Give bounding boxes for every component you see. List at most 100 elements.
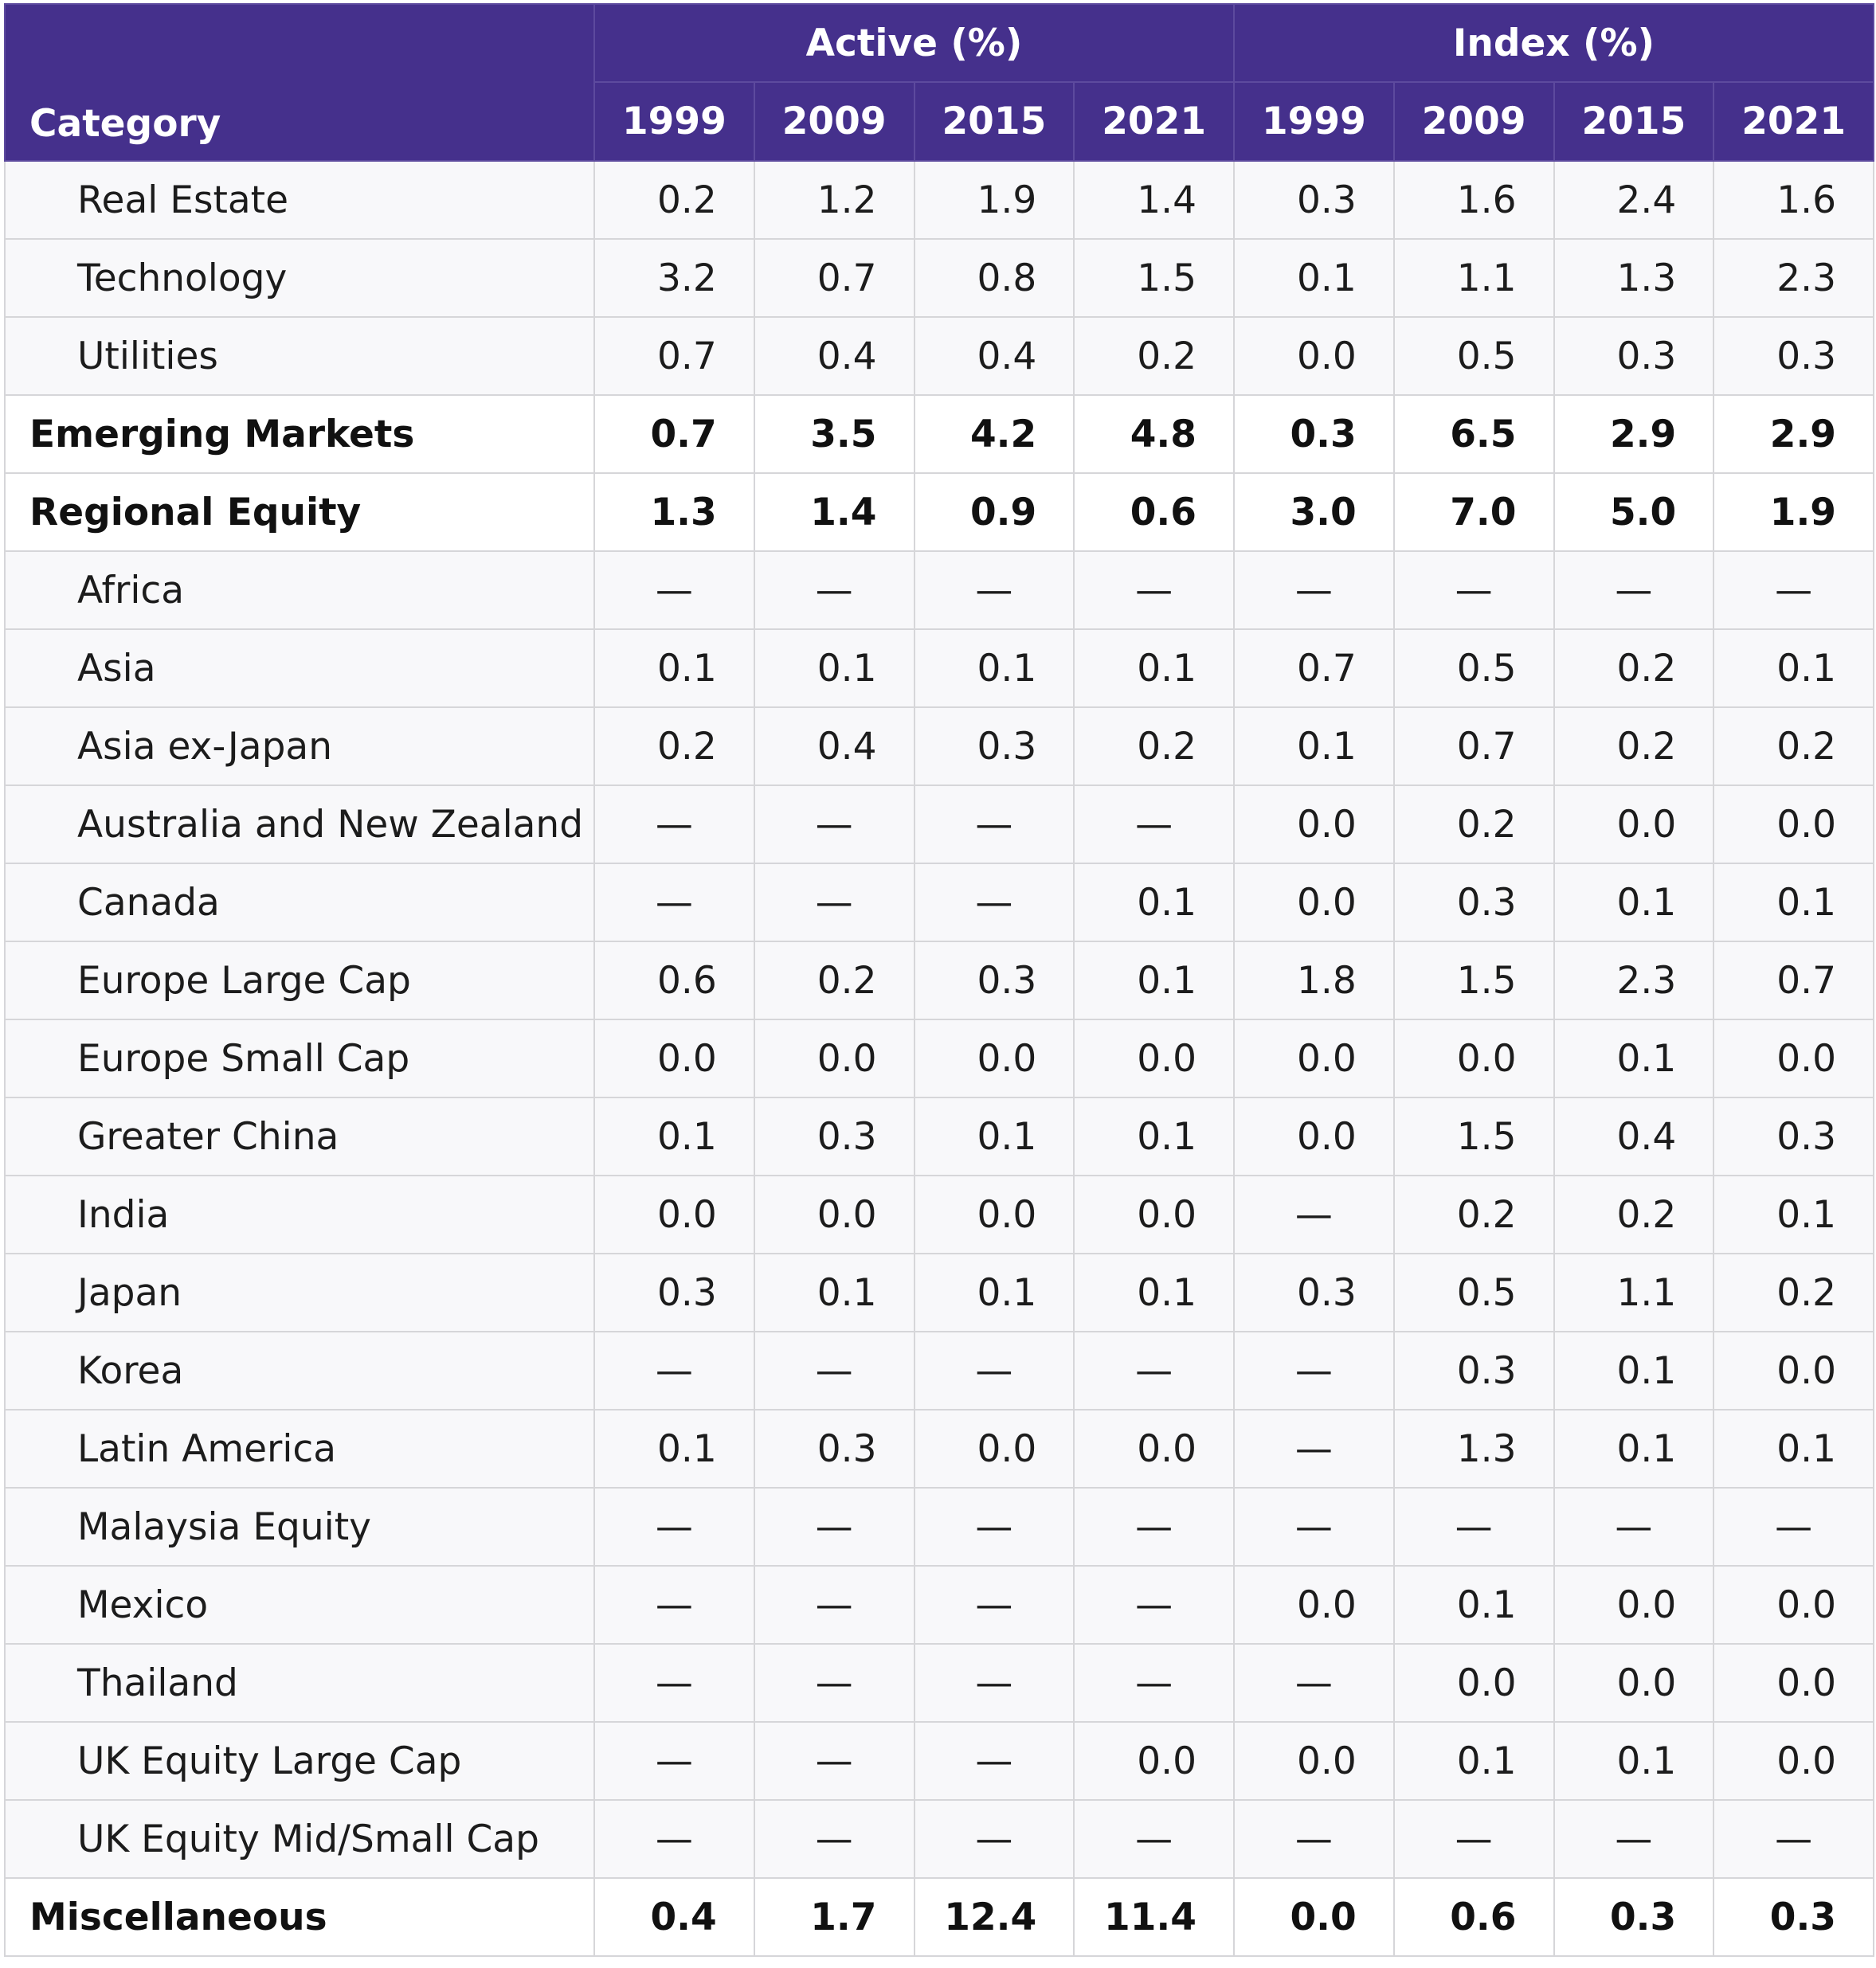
index-value-cell: 0.0 <box>1392 1643 1555 1723</box>
active-value-cell: — <box>593 550 755 630</box>
category-label: Japan <box>4 1253 595 1332</box>
year-header-active-1999: 1999 <box>593 81 755 162</box>
index-value-cell: 0.1 <box>1713 1409 1875 1489</box>
header-group-row: Category Active (%) Index (%) <box>4 3 1875 162</box>
active-value-cell: 0.1 <box>913 1097 1075 1176</box>
category-allocation-table: Category Active (%) Index (%) 1999 2009 … <box>4 3 1875 1957</box>
index-value-cell: 0.1 <box>1553 1331 1715 1410</box>
year-header-active-2009: 2009 <box>753 81 915 162</box>
index-value-cell: 0.1 <box>1392 1565 1555 1645</box>
index-value-cell: 1.6 <box>1713 160 1875 240</box>
active-value-cell: 0.0 <box>593 1019 755 1098</box>
table-row: Australia and New Zealand — — — —0.0 0.2 0.0 0.… <box>4 784 1875 864</box>
index-value-cell: 0.0 <box>1713 1331 1875 1410</box>
category-label: Europe Large Cap <box>4 941 595 1020</box>
table-row: UK Equity Large Cap — — —0.0 0.0 0.1 0.1 0.0 <box>4 1721 1875 1801</box>
index-value-cell: 0.1 <box>1233 238 1395 318</box>
index-value-cell: 0.0 <box>1233 1097 1395 1176</box>
active-value-cell: 0.1 <box>593 628 755 708</box>
active-value-cell: — <box>593 1721 755 1801</box>
active-value-cell: — <box>593 1565 755 1645</box>
active-value-cell: — <box>753 1331 915 1410</box>
table-row: Canada — — —0.1 0.0 0.3 0.1 0.1 <box>4 863 1875 942</box>
active-value-cell: 0.7 <box>753 238 915 318</box>
index-value-cell: — <box>1392 550 1555 630</box>
active-value-cell: 0.0 <box>1073 1019 1235 1098</box>
index-value-cell: 0.2 <box>1392 1175 1555 1254</box>
table-row: Miscellaneous 0.4 1.7 12.4 11.4 0.0 0.6 0.3 0.3 <box>4 1877 1875 1957</box>
active-value-cell: 0.4 <box>753 706 915 786</box>
active-value-cell: 0.4 <box>593 1877 755 1957</box>
index-value-cell: 0.3 <box>1713 1097 1875 1176</box>
index-value-cell: 0.0 <box>1233 1019 1395 1098</box>
index-value-cell: 0.1 <box>1553 863 1715 942</box>
index-value-cell: 0.0 <box>1233 784 1395 864</box>
table-row: Real Estate 0.2 1.2 1.9 1.4 0.3 1.6 2.4 1.6 <box>4 160 1875 240</box>
index-value-cell: 0.3 <box>1553 316 1715 396</box>
active-value-cell: — <box>913 1487 1075 1567</box>
index-value-cell: 0.0 <box>1553 784 1715 864</box>
active-value-cell: — <box>593 1643 755 1723</box>
category-label: Greater China <box>4 1097 595 1176</box>
active-value-cell: — <box>753 1643 915 1723</box>
table-row: Asia 0.1 0.1 0.1 0.1 0.7 0.5 0.2 0.1 <box>4 628 1875 708</box>
active-value-cell: 0.1 <box>753 1253 915 1332</box>
index-value-cell: 0.1 <box>1713 1175 1875 1254</box>
active-value-cell: 0.1 <box>1073 628 1235 708</box>
index-value-cell: 0.2 <box>1392 784 1555 864</box>
active-value-cell: 3.5 <box>753 394 915 474</box>
active-value-cell: — <box>753 1487 915 1567</box>
index-value-cell: — <box>1233 550 1395 630</box>
index-value-cell: 0.0 <box>1553 1565 1715 1645</box>
index-value-cell: 1.3 <box>1553 238 1715 318</box>
active-value-cell: 1.5 <box>1073 238 1235 318</box>
active-value-cell: 1.4 <box>753 472 915 552</box>
active-value-cell: 1.4 <box>1073 160 1235 240</box>
year-header-index-2021: 2021 <box>1713 81 1875 162</box>
index-value-cell: 2.3 <box>1713 238 1875 318</box>
index-value-cell: 1.1 <box>1553 1253 1715 1332</box>
table-row: Mexico — — — —0.0 0.1 0.0 0.0 <box>4 1565 1875 1645</box>
index-value-cell: — <box>1233 1331 1395 1410</box>
active-value-cell: — <box>1073 784 1235 864</box>
index-value-cell: 0.0 <box>1713 1643 1875 1723</box>
active-value-cell: 0.7 <box>593 394 755 474</box>
category-group-label: Miscellaneous <box>4 1877 595 1957</box>
index-value-cell: — <box>1392 1799 1555 1879</box>
index-value-cell: 0.5 <box>1392 628 1555 708</box>
index-value-cell: 1.1 <box>1392 238 1555 318</box>
table-row: Technology 3.2 0.7 0.8 1.5 0.1 1.1 1.3 2.3 <box>4 238 1875 318</box>
index-value-cell: 0.0 <box>1233 1877 1395 1957</box>
category-group-label: Regional Equity <box>4 472 595 552</box>
index-value-cell: 0.7 <box>1233 628 1395 708</box>
index-value-cell: 1.5 <box>1392 1097 1555 1176</box>
table-row: Korea — — — — —0.3 0.1 0.0 <box>4 1331 1875 1410</box>
active-value-cell: 0.8 <box>913 238 1075 318</box>
category-label: Malaysia Equity <box>4 1487 595 1567</box>
index-value-cell: 0.0 <box>1553 1643 1715 1723</box>
active-value-cell: — <box>753 1721 915 1801</box>
index-value-cell: 0.2 <box>1553 1175 1715 1254</box>
active-value-cell: 0.1 <box>1073 1253 1235 1332</box>
active-value-cell: 0.4 <box>913 316 1075 396</box>
index-value-cell: 0.2 <box>1713 706 1875 786</box>
index-value-cell: 0.3 <box>1233 1253 1395 1332</box>
table-row: Greater China 0.1 0.3 0.1 0.1 0.0 1.5 0.4 0.3 <box>4 1097 1875 1176</box>
index-value-cell: 0.1 <box>1233 706 1395 786</box>
active-value-cell: 0.2 <box>593 706 755 786</box>
index-value-cell: — <box>1233 1799 1395 1879</box>
active-value-cell: — <box>913 863 1075 942</box>
active-value-cell: — <box>593 863 755 942</box>
index-value-cell: — <box>1713 1799 1875 1879</box>
index-value-cell: — <box>1392 1487 1555 1567</box>
index-value-cell: 0.6 <box>1392 1877 1555 1957</box>
index-value-cell: 0.1 <box>1553 1019 1715 1098</box>
index-value-cell: 0.3 <box>1392 1331 1555 1410</box>
index-value-cell: 7.0 <box>1392 472 1555 552</box>
active-value-cell: 0.9 <box>913 472 1075 552</box>
table-row: Europe Large Cap 0.6 0.2 0.3 0.1 1.8 1.5 2.3 0.7 <box>4 941 1875 1020</box>
table-row: India 0.0 0.0 0.0 0.0—0.2 0.2 0.1 <box>4 1175 1875 1254</box>
active-value-cell: 1.2 <box>753 160 915 240</box>
index-value-cell: — <box>1233 1643 1395 1723</box>
active-value-cell: 0.6 <box>1073 472 1235 552</box>
